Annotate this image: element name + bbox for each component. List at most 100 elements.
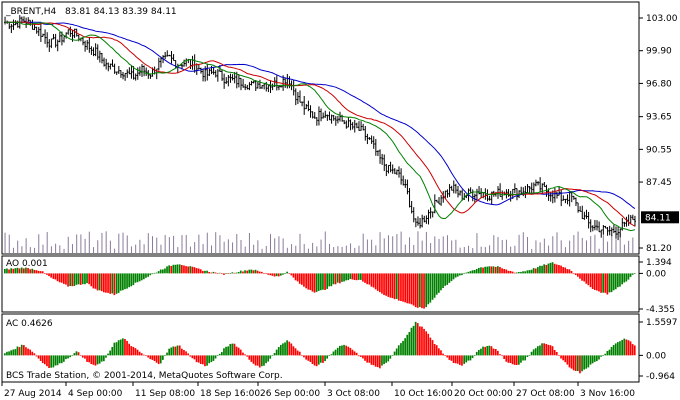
histogram-bar [221,352,223,356]
histogram-bar [286,271,288,274]
histogram-bar [526,270,529,274]
histogram-bar [20,267,23,274]
histogram-bar [416,273,419,308]
histogram-bar [145,355,147,356]
histogram-bar [520,271,522,274]
histogram-bar [404,273,406,303]
histogram-bar [347,346,350,356]
histogram-bar [265,355,267,364]
histogram-bar [52,355,55,368]
histogram-bar [67,273,69,287]
histogram-bar [56,273,59,282]
main-panel-frame [1,1,640,255]
indicator-tick-label: 1.5597 [646,318,678,328]
histogram-bar [303,273,305,287]
histogram-bar [172,346,175,356]
histogram-bar [35,355,38,357]
histogram-bar [549,345,552,356]
histogram-bar [115,273,118,294]
histogram-bar [429,273,432,303]
histogram-bar [296,273,299,282]
histogram-bar [558,355,560,356]
histogram-bar [8,351,10,356]
price-tick-label: 99.90 [646,47,672,57]
histogram-bar [505,355,508,362]
histogram-bar [153,272,156,274]
histogram-bar [480,267,482,274]
ac-indicator-panel[interactable]: AC 0.4626 BCS Trade Station, © 2001-2014… [1,313,640,383]
histogram-bar [231,343,234,356]
histogram-bar [454,355,457,364]
histogram-bar [444,355,446,356]
histogram-bar [591,273,594,289]
histogram-bar [107,273,109,293]
histogram-bar [357,273,360,280]
histogram-bar [210,355,213,363]
histogram-bar [456,355,459,364]
histogram-bar [39,271,42,274]
histogram-bar [360,355,362,357]
histogram-bar [317,273,320,291]
histogram-bar [149,273,152,276]
histogram-bar [621,340,623,356]
histogram-bar [178,345,181,356]
histogram-bar [187,266,189,274]
histogram-bar [166,352,168,356]
histogram-bar [223,273,225,275]
histogram-bar [598,355,600,360]
histogram-bar [414,273,417,308]
histogram-bar [111,347,114,356]
histogram-bar [438,348,440,356]
histogram-bar [376,355,379,368]
histogram-bar [387,355,390,362]
histogram-bar [614,273,617,290]
histogram-bar [547,263,550,274]
histogram-bar [81,355,84,358]
alligator-lips-line [5,21,636,232]
histogram-bar [471,355,474,358]
main-price-panel[interactable]: _BRENT,H4 83.81 84.13 83.39 84.11 [1,1,640,255]
histogram-bar [33,269,36,274]
histogram-bar [50,273,52,278]
histogram-bar [528,270,531,274]
histogram-bar [440,273,442,291]
histogram-bar [610,273,613,293]
histogram-bar [562,355,564,361]
histogram-bar [629,341,632,356]
histogram-bar [244,270,246,274]
histogram-bar [543,264,545,274]
histogram-bar [633,345,636,356]
histogram-bar [111,273,114,294]
histogram-bar [202,355,204,365]
histogram-bar [23,345,25,356]
histogram-bar [56,355,59,366]
ao-indicator-panel[interactable]: AO 0.001 [1,255,640,313]
histogram-bar [385,273,387,296]
histogram-bar [397,273,400,301]
histogram-bar [475,351,478,356]
histogram-bar [218,272,221,274]
histogram-bar [347,273,350,281]
histogram-bar [440,350,442,356]
histogram-bar [105,273,107,293]
copyright-text: BCS Trade Station, © 2001-2014, MetaQuot… [6,371,283,381]
histogram-bar [12,349,15,356]
histogram-bar [16,346,19,356]
histogram-bar [520,355,522,363]
histogram-bar [631,344,634,356]
histogram-bar [311,355,314,364]
histogram-bar [10,350,12,356]
histogram-bar [583,273,585,282]
histogram-bar [157,355,160,365]
histogram-bar [46,273,48,275]
histogram-bar [189,355,192,357]
histogram-bar [29,269,31,274]
histogram-bar [273,353,276,356]
histogram-bar [528,355,531,356]
histogram-bar [250,355,253,362]
histogram-bar [193,355,196,360]
alligator-layer [5,21,636,232]
histogram-bar [254,269,257,274]
histogram-bar [606,273,609,295]
histogram-bar [326,273,328,289]
